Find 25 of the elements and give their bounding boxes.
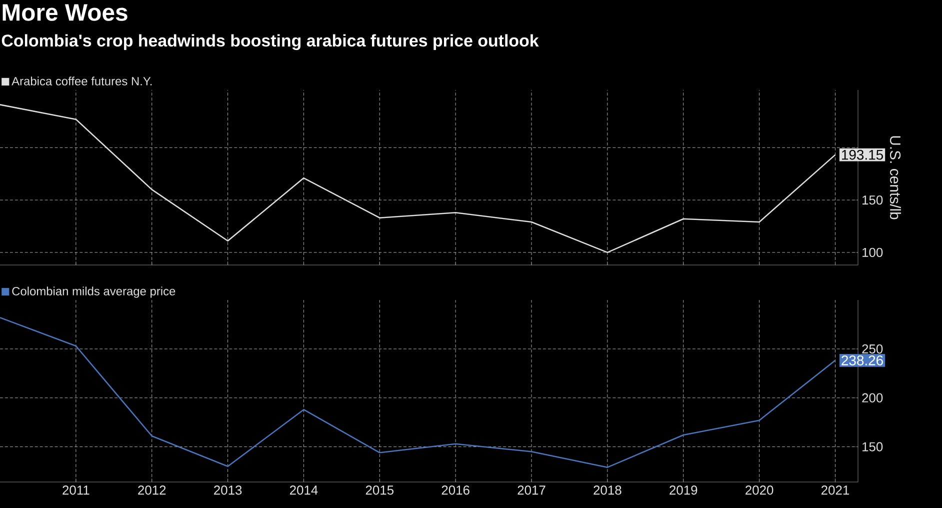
- y-tick-label: 150: [862, 442, 883, 452]
- x-tick-label: 2017: [518, 486, 546, 495]
- y-axis-title: U.S. cents/lb: [890, 136, 901, 220]
- x-tick-label: 2020: [746, 486, 774, 495]
- x-tick-label: 2018: [594, 486, 622, 495]
- data-label: 193.15: [842, 150, 883, 160]
- x-tick-label: 2015: [366, 486, 394, 495]
- line-series: [0, 316, 836, 468]
- x-tick-label: 2016: [442, 486, 470, 495]
- x-tick-label: 2012: [138, 486, 166, 495]
- line-series: [0, 104, 836, 254]
- y-tick-label: 250: [862, 344, 883, 354]
- x-tick-label: 2021: [821, 486, 850, 495]
- chart-title: More Woes: [2, 4, 128, 21]
- y-tick-label: 100: [862, 248, 883, 258]
- x-tick-label: 2013: [214, 486, 242, 495]
- x-tick-label: 2019: [670, 486, 698, 495]
- y-tick-label: 200: [862, 393, 883, 402]
- chart-subtitle: Colombia's crop headwinds boosting arabica futures price outlook: [2, 34, 539, 50]
- legend-label: Arabica coffee futures N.Y.: [12, 76, 152, 86]
- x-tick-label: 2011: [62, 486, 90, 495]
- x-tick-label: 2014: [290, 486, 318, 495]
- legend-label: Colombian milds average price: [12, 286, 176, 298]
- data-label: 238.26: [842, 355, 883, 366]
- y-tick-label: 150: [862, 195, 883, 205]
